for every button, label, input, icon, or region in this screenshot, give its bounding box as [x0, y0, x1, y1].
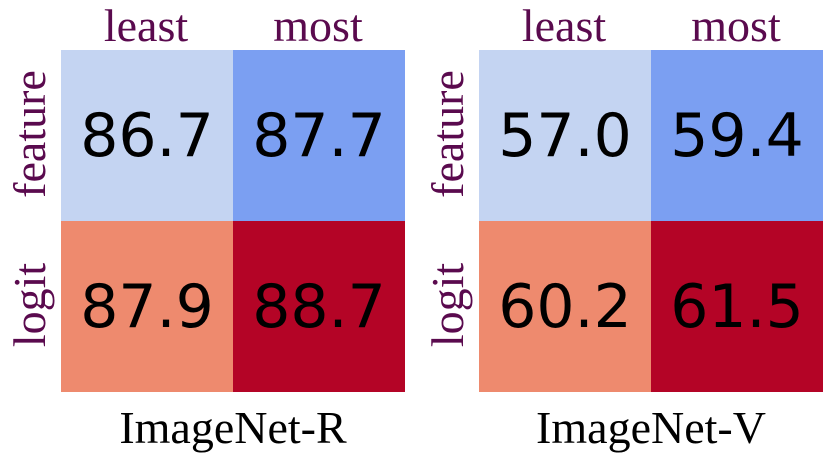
- row-label-feature-wrap: feature: [418, 50, 478, 218]
- heatmap-title: ImageNet-R: [119, 402, 347, 453]
- row-label-logit-wrap: logit: [418, 221, 478, 389]
- heatmap-cell-feature-least: 57.0: [479, 50, 651, 221]
- column-label-least: least: [103, 0, 189, 51]
- column-label-most: most: [273, 0, 363, 51]
- column-label-least: least: [521, 0, 607, 51]
- row-label-feature-wrap: feature: [0, 50, 60, 218]
- heatmap-imagenet-v: least most feature logit 57.0 59.4 60.2 …: [418, 0, 823, 468]
- row-label-feature: feature: [4, 70, 55, 198]
- heatmap-imagenet-r: least most feature logit 86.7 87.7 87.9 …: [0, 0, 405, 468]
- heatmap-cell-logit-least: 87.9: [61, 221, 233, 392]
- heatmap-cell-logit-most: 61.5: [651, 221, 823, 392]
- row-label-logit: logit: [4, 262, 55, 348]
- heatmap-title: ImageNet-V: [536, 402, 766, 453]
- row-label-logit: logit: [422, 262, 473, 348]
- row-label-logit-wrap: logit: [0, 221, 60, 389]
- heatmap-cell-feature-most: 59.4: [651, 50, 823, 221]
- heatmap-cell-logit-least: 60.2: [479, 221, 651, 392]
- column-label-most: most: [691, 0, 781, 51]
- row-label-feature: feature: [422, 70, 473, 198]
- heatmap-cell-feature-most: 87.7: [233, 50, 405, 221]
- heatmap-cell-logit-most: 88.7: [233, 221, 405, 392]
- heatmap-cell-feature-least: 86.7: [61, 50, 233, 221]
